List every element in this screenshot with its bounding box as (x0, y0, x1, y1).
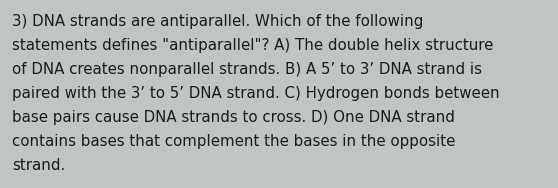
Text: 3) DNA strands are antiparallel. Which of the following: 3) DNA strands are antiparallel. Which o… (12, 14, 424, 29)
Text: base pairs cause DNA strands to cross. D) One DNA strand: base pairs cause DNA strands to cross. D… (12, 110, 455, 125)
Text: paired with the 3’ to 5’ DNA strand. C) Hydrogen bonds between: paired with the 3’ to 5’ DNA strand. C) … (12, 86, 499, 101)
Text: contains bases that complement the bases in the opposite: contains bases that complement the bases… (12, 134, 455, 149)
Text: statements defines "antiparallel"? A) The double helix structure: statements defines "antiparallel"? A) Th… (12, 38, 493, 53)
Text: of DNA creates nonparallel strands. B) A 5’ to 3’ DNA strand is: of DNA creates nonparallel strands. B) A… (12, 62, 482, 77)
Text: strand.: strand. (12, 158, 65, 173)
